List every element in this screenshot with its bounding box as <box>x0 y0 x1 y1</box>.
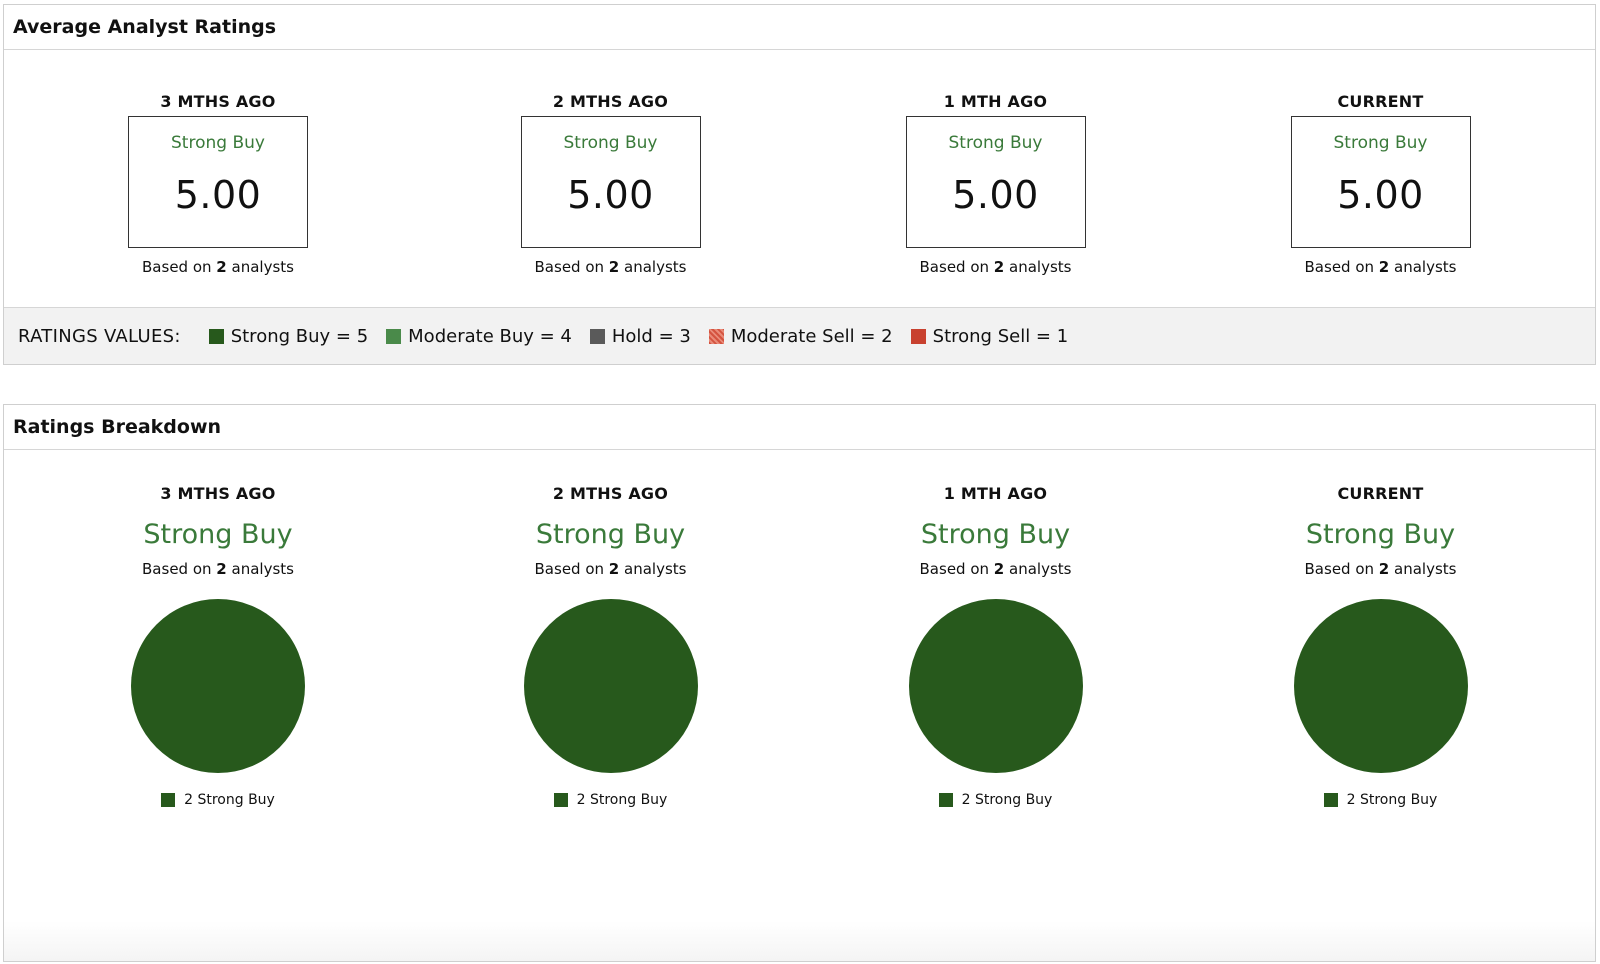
pie-slice-strong-buy <box>908 599 1083 773</box>
rating-label: Strong Buy <box>143 519 293 550</box>
panel-title: Ratings Breakdown <box>13 416 222 438</box>
ratings-pie-chart <box>908 599 1083 773</box>
legend-item-moderate-buy: Moderate Buy = 4 <box>386 326 572 347</box>
legend-item-strong-sell: Strong Sell = 1 <box>910 325 1069 347</box>
strong-buy-swatch <box>161 793 176 807</box>
based-on-text: Based on 2 analysts <box>142 560 294 578</box>
period-label: 1 MTH AGO <box>943 484 1048 503</box>
rating-box: Strong Buy 5.00 <box>905 116 1086 248</box>
breakdown-column: 3 MTHS AGO Strong Buy Based on 2 analyst… <box>4 484 418 808</box>
analyst-count: 2 <box>1378 258 1390 276</box>
strong-buy-swatch <box>208 328 224 344</box>
strong-sell-swatch <box>910 328 926 344</box>
rating-label: Strong Buy <box>535 519 686 550</box>
based-on-text: Based on 2 analysts <box>1304 258 1457 276</box>
legend-label: Hold = 3 <box>611 325 691 347</box>
panel-bottom-shade <box>4 921 1595 961</box>
period-label: CURRENT <box>1337 92 1424 111</box>
period-label: 2 MTHS AGO <box>552 92 669 111</box>
rating-label: Strong Buy <box>171 133 265 153</box>
breakdown-column: CURRENT Strong Buy Based on 2 analysts 2… <box>1188 484 1573 808</box>
average-ratings-grid: 3 MTHS AGO Strong Buy 5.00 Based on 2 an… <box>4 92 1595 276</box>
based-on-text: Based on 2 analysts <box>919 258 1072 276</box>
pie-slice-strong-buy <box>523 599 698 773</box>
strong-buy-swatch <box>553 793 568 807</box>
rating-label: Strong Buy <box>1305 519 1456 550</box>
pie-slice-strong-buy <box>1293 599 1468 773</box>
legend-item-strong-buy: Strong Buy = 5 <box>208 325 369 347</box>
strong-buy-swatch <box>1323 793 1338 807</box>
pie-legend: 2 Strong Buy <box>1323 792 1438 808</box>
rating-score: 5.00 <box>952 173 1039 217</box>
legend-item-hold: Hold = 3 <box>589 325 691 347</box>
period-label: 2 MTHS AGO <box>552 484 669 503</box>
period-label: 3 MTHS AGO <box>160 484 276 503</box>
period-label: CURRENT <box>1337 484 1424 503</box>
ratings-pie-chart <box>1293 599 1468 773</box>
moderate-buy-swatch <box>386 328 402 344</box>
breakdown-column: 1 MTH AGO Strong Buy Based on 2 analysts… <box>803 484 1188 808</box>
avg-column: 1 MTH AGO Strong Buy 5.00 Based on 2 ana… <box>803 92 1188 276</box>
based-on-text: Based on 2 analysts <box>1304 560 1457 578</box>
based-on-text: Based on 2 analysts <box>534 258 687 276</box>
legend-title: RATINGS VALUES: <box>18 325 181 347</box>
analyst-count: 2 <box>1378 560 1390 578</box>
rating-box: Strong Buy 5.00 <box>520 116 701 248</box>
legend-label: Moderate Sell = 2 <box>730 325 893 347</box>
average-ratings-header: Average Analyst Ratings <box>4 5 1595 50</box>
hold-swatch <box>589 328 605 344</box>
ratings-values-legend: RATINGS VALUES: Strong Buy = 5 Moderate … <box>4 307 1595 364</box>
ratings-breakdown-panel: Ratings Breakdown 3 MTHS AGO Strong Buy … <box>3 404 1596 962</box>
ratings-pie-chart <box>523 599 698 773</box>
pie-legend-label: 2 Strong Buy <box>1346 792 1438 808</box>
analyst-count: 2 <box>993 258 1005 276</box>
analyst-count: 2 <box>216 560 227 578</box>
ratings-breakdown-header: Ratings Breakdown <box>4 405 1595 450</box>
based-on-text: Based on 2 analysts <box>919 560 1072 578</box>
rating-score: 5.00 <box>567 173 654 217</box>
based-on-text: Based on 2 analysts <box>142 258 294 276</box>
pie-legend: 2 Strong Buy <box>161 792 275 808</box>
pie-legend-label: 2 Strong Buy <box>961 792 1053 808</box>
rating-box: Strong Buy 5.00 <box>128 116 308 248</box>
breakdown-column: 2 MTHS AGO Strong Buy Based on 2 analyst… <box>418 484 803 808</box>
analyst-count: 2 <box>216 258 227 276</box>
based-on-text: Based on 2 analysts <box>534 560 687 578</box>
legend-item-moderate-sell: Moderate Sell = 2 <box>708 325 893 347</box>
moderate-sell-swatch <box>708 328 724 344</box>
rating-label: Strong Buy <box>563 133 658 153</box>
avg-column: 3 MTHS AGO Strong Buy 5.00 Based on 2 an… <box>4 92 418 276</box>
pie-legend-label: 2 Strong Buy <box>576 792 668 808</box>
rating-label: Strong Buy <box>920 519 1071 550</box>
legend-label: Strong Sell = 1 <box>932 325 1069 347</box>
strong-buy-swatch <box>938 793 953 807</box>
period-label: 3 MTHS AGO <box>160 92 276 111</box>
pie-slice-strong-buy <box>131 599 305 773</box>
rating-score: 5.00 <box>1337 173 1424 217</box>
ratings-breakdown-grid: 3 MTHS AGO Strong Buy Based on 2 analyst… <box>4 484 1595 808</box>
pie-legend-label: 2 Strong Buy <box>184 792 275 808</box>
avg-column: CURRENT Strong Buy 5.00 Based on 2 analy… <box>1188 92 1573 276</box>
legend-label: Strong Buy = 5 <box>230 325 369 347</box>
rating-label: Strong Buy <box>948 133 1043 153</box>
pie-legend: 2 Strong Buy <box>938 792 1053 808</box>
pie-legend: 2 Strong Buy <box>553 792 668 808</box>
period-label: 1 MTH AGO <box>943 92 1048 111</box>
legend-label: Moderate Buy = 4 <box>408 325 572 347</box>
rating-score: 5.00 <box>174 173 262 217</box>
rating-label: Strong Buy <box>1333 133 1428 153</box>
analyst-count: 2 <box>993 560 1005 578</box>
ratings-pie-chart <box>131 599 305 773</box>
panel-title: Average Analyst Ratings <box>13 16 277 38</box>
average-ratings-panel: Average Analyst Ratings 3 MTHS AGO Stron… <box>3 4 1596 365</box>
analyst-count: 2 <box>608 560 620 578</box>
analyst-count: 2 <box>608 258 620 276</box>
avg-column: 2 MTHS AGO Strong Buy 5.00 Based on 2 an… <box>418 92 803 276</box>
rating-box: Strong Buy 5.00 <box>1290 116 1471 248</box>
